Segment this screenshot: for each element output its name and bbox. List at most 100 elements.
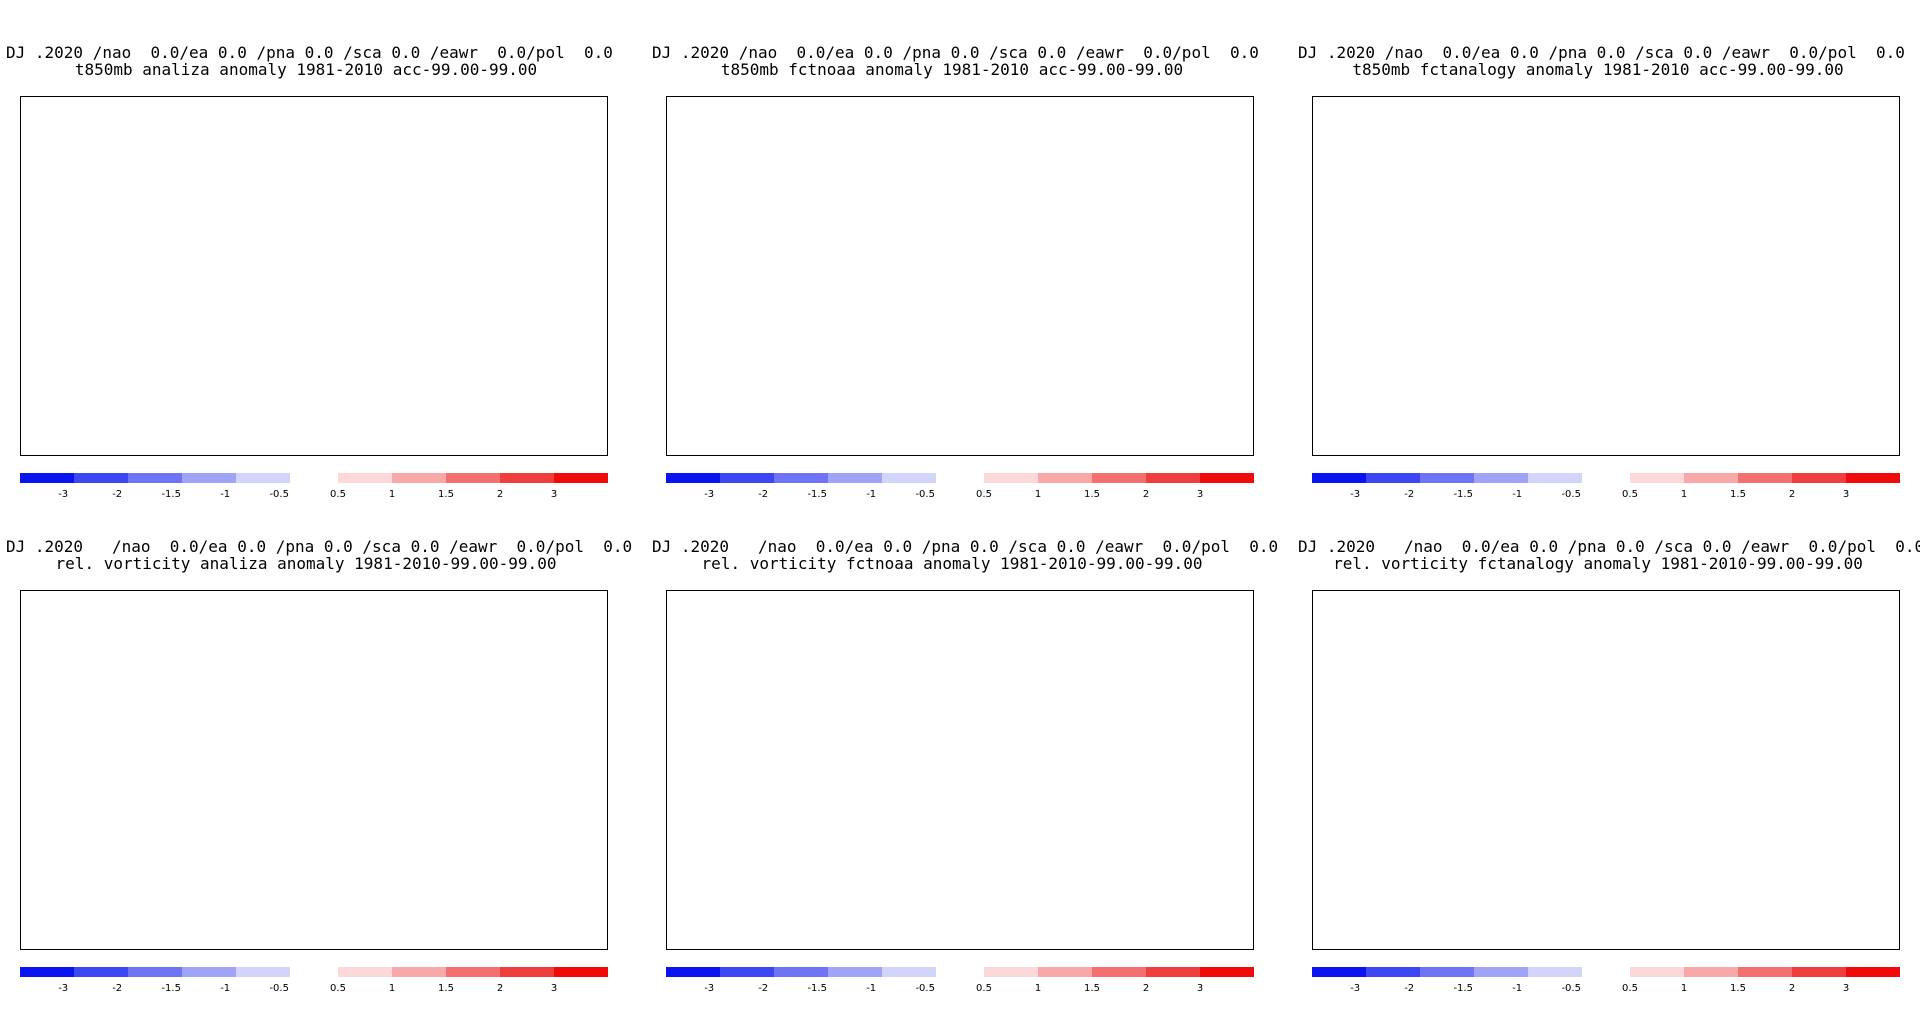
colorbar-tick-label: -1 [1512, 489, 1522, 500]
coastline [25, 836, 117, 936]
coastline [1317, 132, 1337, 148]
colorbar-negative-swatch [1474, 473, 1528, 483]
coastline [1648, 322, 1817, 431]
contour-line [697, 682, 1217, 718]
coastline [1806, 810, 1864, 925]
coastline [175, 881, 269, 948]
colorbar-tick-label: -3 [1350, 489, 1360, 500]
coastline [1391, 167, 1532, 243]
colorbar-tick-label: 1 [1035, 983, 1041, 994]
coastline [1317, 364, 1343, 453]
colorbar-tick-label: -1 [1512, 983, 1522, 994]
colorbar-positive-swatch [500, 473, 554, 483]
coastline [815, 298, 921, 453]
coastline [246, 824, 430, 907]
coastline [1711, 861, 1800, 947]
contour-line [697, 806, 1217, 841]
colorbar-negative-swatch [1420, 967, 1474, 977]
colorbar-negative-swatch [182, 473, 236, 483]
coastline [891, 114, 1069, 188]
colorbar-tick-label: -1 [220, 983, 230, 994]
coastline [418, 816, 514, 947]
coastline [474, 118, 605, 252]
coastline [1477, 660, 1525, 741]
coastline [1317, 596, 1370, 770]
coastline [557, 595, 605, 681]
colorbar-negative-swatch [20, 967, 74, 977]
coastline [1062, 101, 1150, 152]
coastline [1149, 160, 1252, 343]
colorbar-tick-label: 0.5 [1622, 983, 1638, 994]
coastline [337, 737, 551, 803]
colorbar-positive-swatch [338, 473, 392, 483]
coastline [879, 785, 1044, 893]
colorbar-negative-swatch [1366, 967, 1420, 977]
panel-t850-fctanalogy: DJ .2020 /nao 0.0/ea 0.0 /pna 0.0 /sca 0… [1298, 44, 1905, 524]
colorbar-positive-swatch [1738, 967, 1792, 977]
contour-line [1343, 255, 1863, 291]
panel-title-line2: t850mb fctanalogy anomaly 1981-2010 acc-… [1352, 60, 1844, 79]
panel-vorticity-fctanalogy: DJ .2020 /nao 0.0/ea 0.0 /pna 0.0 /sca 0… [1298, 538, 1920, 1018]
colorbar-tick-label: 3 [1843, 489, 1849, 500]
panel-title-line2: rel. vorticity fctanalogy anomaly 1981-2… [1333, 554, 1863, 573]
coastline [752, 749, 793, 869]
colorbar-tick-label: -3 [58, 983, 68, 994]
map-svg: 22-2-222-2222222-2-222-2222-2-2-22-2-2-2… [1313, 591, 1900, 950]
panel-title-line2: t850mb analiza anomaly 1981-2010 acc-99.… [74, 60, 538, 79]
coastline [1317, 232, 1551, 342]
coastline [73, 228, 141, 342]
coastline [427, 364, 528, 446]
colorbar-tick-label: -2 [1404, 983, 1414, 994]
contour-line [1343, 348, 1863, 387]
coastline [1836, 179, 1894, 270]
colorbar-tick-label: -2 [758, 983, 768, 994]
colorbar-positive-swatch [1038, 967, 1092, 977]
coastline [998, 313, 1046, 419]
coastline [592, 881, 605, 947]
colorbar-tick-label: 0.5 [330, 489, 346, 500]
colorbar-tick-label: 1.5 [438, 489, 454, 500]
coastline [1181, 101, 1240, 239]
map-frame: -2-22-222-22-22-2-22-22-2-2-2-2-22-22-2-… [666, 590, 1254, 950]
coastline [356, 340, 397, 453]
coastline [65, 849, 230, 905]
colorbar-negative-swatch [774, 967, 828, 977]
colorbar-tick-label: -3 [1350, 983, 1360, 994]
coastline [1339, 720, 1445, 798]
colorbar-tick-label: 1 [1035, 489, 1041, 500]
coastline [1714, 595, 1774, 623]
coastline [207, 362, 368, 374]
coastline [1773, 225, 1883, 355]
colorbar-positive-swatch [392, 473, 446, 483]
coastline [1022, 691, 1097, 824]
colorbar-negative-swatch [666, 473, 720, 483]
colorbar-negative-swatch [882, 967, 936, 977]
colorbar-positive-swatch [446, 967, 500, 977]
coastline [671, 799, 786, 928]
colorbar-positive-swatch [1792, 967, 1846, 977]
coastline [252, 342, 380, 448]
colorbar-positive-swatch [554, 473, 608, 483]
coastline [597, 222, 605, 321]
colorbar-negative-swatch [128, 967, 182, 977]
coastline [98, 313, 214, 411]
contour-line [1343, 312, 1863, 353]
colorbar-tick-label: 1 [389, 983, 395, 994]
colorbar-tick-label: -1.5 [161, 983, 181, 994]
colorbar-tick-label: -1.5 [807, 983, 827, 994]
coastline [1761, 628, 1884, 780]
contour-line [697, 122, 1217, 166]
anomaly-field-vort-west-red [71, 624, 228, 749]
coastline [671, 595, 764, 736]
colorbar: -3 -2 -1.5 -1 -0.5 0.5 1 1.5 2 3 [1312, 967, 1900, 1001]
colorbar-positive-swatch [554, 967, 608, 977]
coastline [1361, 595, 1460, 825]
coastline [88, 105, 191, 318]
map-frame: 22-2-222-2222222-2-222-2222-2-2-22-2-2-2… [1312, 590, 1900, 950]
coastline [907, 364, 1028, 453]
contour-line [697, 712, 1217, 751]
colorbar-tick-label: -1.5 [807, 489, 827, 500]
contour-line [697, 309, 1217, 352]
coastline [872, 683, 1001, 777]
coastline [1672, 146, 1810, 260]
